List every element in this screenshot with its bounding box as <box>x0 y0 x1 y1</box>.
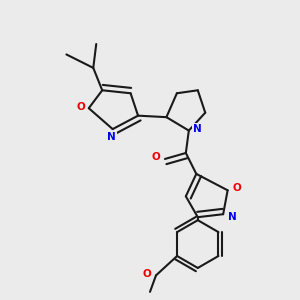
Text: N: N <box>107 133 116 142</box>
Text: O: O <box>152 152 160 163</box>
Text: N: N <box>194 124 202 134</box>
Text: N: N <box>228 212 236 222</box>
Text: O: O <box>142 269 152 279</box>
Text: O: O <box>76 102 85 112</box>
Text: O: O <box>232 183 241 193</box>
